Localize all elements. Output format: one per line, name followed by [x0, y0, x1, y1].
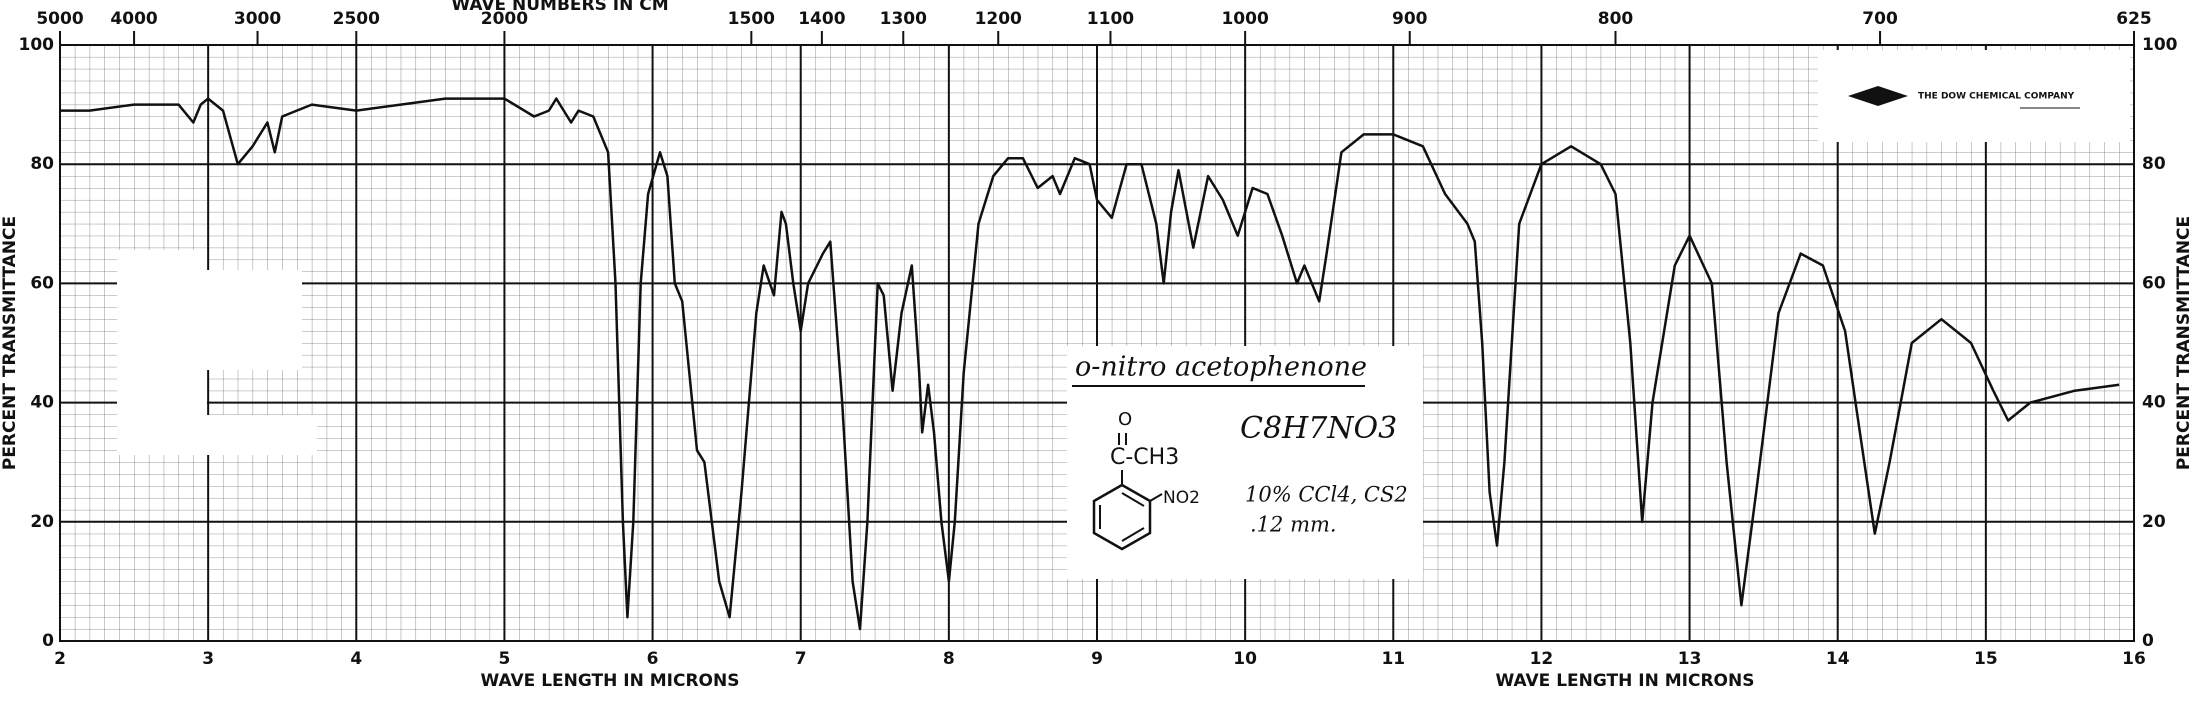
sample-box [1067, 346, 1423, 579]
solvent: 10% CCl4, CS2 [1245, 483, 1408, 507]
y-tick-label: 20 [30, 512, 54, 532]
x-tick-label: 10 [1233, 649, 1257, 669]
y-tick-label: 80 [30, 154, 54, 174]
x2-tick-label: 1000 [1221, 9, 1268, 29]
y-tick-label: 0 [42, 631, 54, 651]
x-tick-label: 12 [1530, 649, 1554, 669]
y-tick-label: 40 [30, 393, 54, 413]
y2-tick-label: 40 [2142, 393, 2166, 413]
x2-tick-label: 5000 [36, 9, 83, 29]
x-tick-label: 16 [2122, 649, 2146, 669]
x-tick-label: 13 [1678, 649, 1702, 669]
carbonyl-o: O [1118, 409, 1132, 430]
x2-tick-label: 2000 [481, 9, 528, 29]
bond [1149, 493, 1163, 502]
x2-tick-label: 1200 [975, 9, 1022, 29]
x-axis-title: WAVE LENGTH IN MICRONS [1496, 671, 1755, 691]
x2-tick-label: 625 [2116, 9, 2152, 29]
spectrum-line [60, 97, 2120, 631]
x-tick-label: 11 [1381, 649, 1405, 669]
x2-tick-label: 1500 [728, 9, 775, 29]
x2-tick-label: 3000 [234, 9, 281, 29]
y-tick-label: 60 [30, 273, 54, 293]
y2-tick-label: 60 [2142, 273, 2166, 293]
y2-tick-label: 80 [2142, 154, 2166, 174]
x-tick-label: 6 [647, 649, 659, 669]
x2-tick-label: 2500 [333, 9, 380, 29]
y2-tick-label: 20 [2142, 512, 2166, 532]
compound-name: o-nitro acetophenone [1075, 352, 1367, 383]
x-tick-label: 9 [1091, 649, 1103, 669]
blank-block [117, 250, 207, 455]
company-logo [1848, 86, 1908, 106]
y-axis-title: PERCENT TRANSMITTANCE [0, 216, 20, 470]
company-name: THE DOW CHEMICAL COMPANY [1918, 92, 2075, 102]
x2-tick-label: 800 [1598, 9, 1634, 29]
y2-axis-title: PERCENT TRANSMITTANCE [2174, 216, 2194, 470]
plot-frame [59, 44, 2135, 642]
x2-tick-label: 900 [1392, 9, 1428, 29]
x2-tick-label: 1100 [1087, 9, 1134, 29]
x2-tick-label: 1300 [880, 9, 927, 29]
y-tick-label: 100 [19, 35, 55, 55]
x-axis-title: WAVE LENGTH IN MICRONS [481, 671, 740, 691]
y2-tick-label: 100 [2142, 35, 2178, 55]
x2-axis-title: WAVE NUMBERS IN CM [451, 0, 668, 15]
x-tick-label: 2 [54, 649, 66, 669]
formula: C8H7NO3 [1240, 411, 1397, 446]
x2-tick-label: 1400 [798, 9, 845, 29]
blank-block [207, 270, 302, 370]
blank-block [207, 415, 317, 455]
x-tick-label: 4 [350, 649, 362, 669]
x-tick-label: 15 [1974, 649, 1998, 669]
x2-tick-label: 700 [1862, 9, 1898, 29]
x-tick-label: 3 [202, 649, 214, 669]
ring-bonds [1099, 492, 1145, 542]
thickness: .12 mm. [1250, 513, 1337, 537]
x-tick-label: 8 [943, 649, 955, 669]
x-tick-label: 5 [499, 649, 511, 669]
x-tick-label: 14 [1826, 649, 1850, 669]
x-tick-label: 7 [795, 649, 807, 669]
y2-tick-label: 0 [2142, 631, 2154, 651]
x2-tick-label: 4000 [110, 9, 157, 29]
acetyl: C-CH3 [1110, 445, 1179, 470]
nitro: NO2 [1163, 488, 1200, 508]
